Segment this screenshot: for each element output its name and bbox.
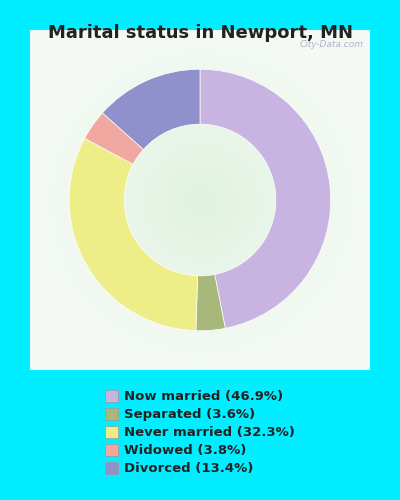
Text: Marital status in Newport, MN: Marital status in Newport, MN bbox=[48, 24, 352, 42]
Wedge shape bbox=[200, 69, 331, 328]
Wedge shape bbox=[69, 138, 198, 330]
Legend: Now married (46.9%), Separated (3.6%), Never married (32.3%), Widowed (3.8%), Di: Now married (46.9%), Separated (3.6%), N… bbox=[99, 384, 301, 480]
Text: City-Data.com: City-Data.com bbox=[300, 40, 364, 50]
Wedge shape bbox=[196, 274, 225, 331]
Wedge shape bbox=[102, 69, 200, 150]
Wedge shape bbox=[85, 113, 144, 164]
